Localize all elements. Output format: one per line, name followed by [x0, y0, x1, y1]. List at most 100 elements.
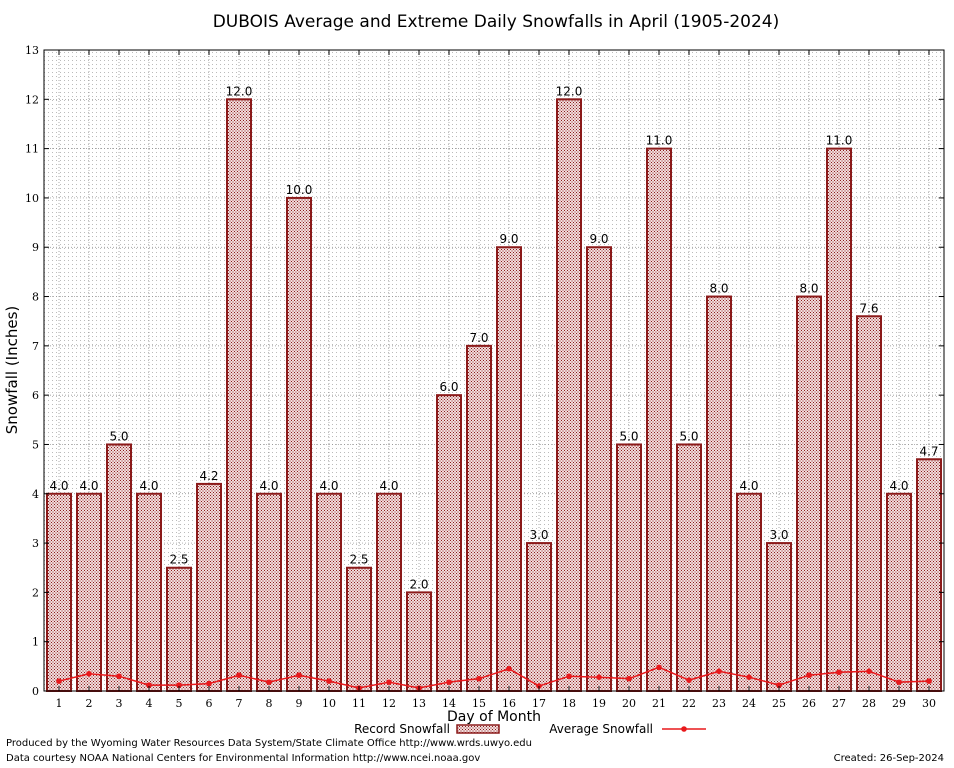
average-snowfall-series — [56, 664, 932, 691]
bar-value-label: 9.0 — [499, 232, 518, 246]
average-point — [656, 664, 662, 671]
x-tick-label: 1 — [56, 697, 63, 710]
x-tick-label: 28 — [862, 697, 876, 710]
average-point — [716, 668, 722, 675]
average-point — [296, 672, 302, 679]
average-point — [926, 678, 932, 684]
bar-value-label: 8.0 — [799, 282, 818, 296]
record-bar — [616, 443, 642, 693]
average-point — [476, 675, 482, 682]
y-tick-label: 9 — [32, 241, 39, 254]
record-bar — [676, 443, 702, 693]
plot-frame — [43, 49, 945, 692]
record-bar — [106, 443, 132, 693]
average-point — [236, 672, 242, 679]
y-axis-label: Snowfall (Inches) — [3, 306, 21, 434]
x-tick-label: 20 — [622, 697, 636, 710]
record-bar — [886, 492, 912, 692]
bar-value-label: 4.0 — [139, 479, 158, 493]
footer-created: Created: 26-Sep-2024 — [833, 753, 944, 764]
record-bar — [286, 196, 312, 693]
bar-value-label: 4.0 — [889, 479, 908, 493]
bar-value-label: 4.0 — [319, 479, 338, 493]
record-snowfall-bars — [46, 98, 942, 693]
record-bar — [826, 147, 852, 693]
average-point — [86, 670, 92, 677]
bar-value-label: 12.0 — [556, 84, 583, 98]
bar-value-label: 3.0 — [769, 528, 788, 542]
x-axis-label: Day of Month — [447, 709, 541, 725]
record-bar — [256, 492, 282, 692]
legend-swatch-record — [456, 724, 500, 734]
bar-value-label: 6.0 — [439, 380, 458, 394]
bar-value-labels: 4.0 4.0 5.0 4.0 2.5 4.2 12.0 4.0 10.0 4.0 2.5 4.0 2.… — [49, 84, 938, 591]
chart-title: DUBOIS Average and Extreme Daily Snowfal… — [213, 12, 780, 32]
bar-value-label: 3.0 — [529, 528, 548, 542]
average-point — [746, 674, 752, 680]
legend-label-record: Record Snowfall — [354, 722, 450, 736]
average-point — [566, 673, 572, 680]
x-tick-label: 10 — [322, 697, 336, 710]
average-point — [146, 682, 152, 688]
bar-value-label: 2.0 — [409, 577, 428, 591]
bar-value-label: 8.0 — [709, 282, 728, 296]
record-bar — [856, 315, 882, 692]
legend-swatch-average-marker — [681, 726, 687, 732]
x-tick-label: 15 — [472, 697, 486, 710]
average-point — [386, 679, 392, 685]
bar-value-label: 5.0 — [619, 429, 638, 443]
bar-value-label: 4.0 — [79, 479, 98, 493]
average-point — [116, 673, 122, 680]
x-tick-label: 29 — [892, 697, 906, 710]
average-point — [266, 679, 272, 685]
record-bar — [76, 492, 102, 692]
x-tick-label: 8 — [266, 697, 273, 710]
x-tick-label: 22 — [682, 697, 696, 710]
y-tick-label: 3 — [32, 537, 39, 550]
record-bar — [706, 295, 732, 692]
bar-value-label: 9.0 — [589, 232, 608, 246]
x-tick-label: 3 — [116, 697, 123, 710]
x-tick-label: 6 — [206, 697, 213, 710]
x-tick-label: 25 — [772, 697, 786, 710]
legend: Record Snowfall Average Snowfall — [354, 722, 706, 736]
record-bar — [496, 246, 522, 692]
record-bar — [226, 98, 252, 693]
record-bar — [316, 492, 342, 692]
bar-value-label: 5.0 — [679, 429, 698, 443]
x-tick-label: 2 — [86, 697, 93, 710]
x-tick-label: 26 — [802, 697, 816, 710]
record-bar — [646, 147, 672, 693]
average-point — [896, 679, 902, 685]
average-point — [686, 677, 692, 683]
average-point — [506, 666, 512, 672]
bar-value-label: 5.0 — [109, 429, 128, 443]
average-point — [326, 678, 332, 684]
record-bar — [376, 492, 402, 692]
legend-label-average: Average Snowfall — [549, 722, 653, 736]
x-tick-label: 24 — [742, 697, 756, 710]
record-bar — [136, 492, 162, 692]
record-bar — [796, 295, 822, 692]
average-point — [776, 682, 782, 688]
bar-value-label: 11.0 — [826, 134, 853, 148]
y-tick-label: 4 — [32, 488, 39, 501]
bar-value-label: 4.7 — [919, 444, 938, 458]
y-tick-label: 5 — [32, 438, 39, 451]
record-bar — [196, 482, 222, 692]
footer-produced-by: Produced by the Wyoming Water Resources … — [6, 738, 532, 749]
record-bar — [736, 492, 762, 692]
record-bar — [556, 98, 582, 693]
bar-value-label: 2.5 — [349, 553, 368, 567]
record-bar — [586, 246, 612, 692]
bar-value-label: 4.0 — [379, 479, 398, 493]
average-point — [56, 678, 62, 684]
bar-value-label: 4.0 — [739, 479, 758, 493]
average-point — [626, 675, 632, 682]
bar-value-label: 4.0 — [259, 479, 278, 493]
average-point — [206, 680, 212, 687]
y-tick-label: 13 — [25, 44, 39, 57]
bar-value-label: 4.2 — [199, 469, 218, 483]
record-bar — [406, 591, 432, 693]
